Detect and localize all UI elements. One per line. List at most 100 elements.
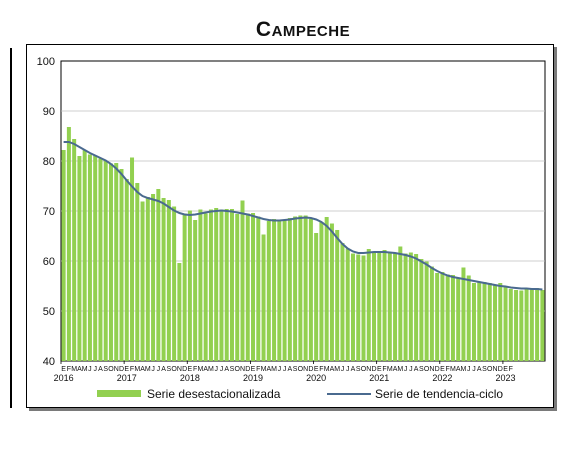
y-tick-label: 40 xyxy=(43,356,55,368)
x-tick-year: 2018 xyxy=(180,373,200,383)
x-tick-month: A xyxy=(393,366,398,373)
bar xyxy=(124,179,129,361)
bar xyxy=(524,288,529,361)
x-tick-month: M xyxy=(387,366,393,373)
bar xyxy=(245,213,250,361)
chart-title: Campeche xyxy=(255,18,351,41)
legend-label-bars: Serie desestacionalizada xyxy=(147,387,281,401)
x-tick-month: J xyxy=(157,366,161,373)
x-tick-month: M xyxy=(261,366,267,373)
x-tick-month: E xyxy=(314,366,319,373)
bar xyxy=(156,189,161,361)
bar xyxy=(487,283,492,361)
x-tick-month: A xyxy=(477,366,482,373)
bar xyxy=(324,217,329,361)
x-tick-month: A xyxy=(330,366,335,373)
bar xyxy=(198,209,203,361)
bar xyxy=(340,243,345,361)
y-tick-label: 100 xyxy=(37,56,55,68)
bar xyxy=(540,290,545,361)
bar xyxy=(403,253,408,361)
x-tick-month: S xyxy=(482,366,487,373)
bar xyxy=(151,194,156,361)
x-tick-month: J xyxy=(88,366,92,373)
bar xyxy=(108,163,113,361)
x-tick-month: O xyxy=(361,366,367,373)
bar xyxy=(182,213,187,361)
x-tick-month: N xyxy=(429,366,434,373)
chart-frame: 40 50 60 70 80 90 100 E 2016 F M A M J J A S O N D E 2017 F M A… xyxy=(26,44,554,408)
x-tick-year: 2022 xyxy=(432,373,452,383)
x-tick-month: M xyxy=(134,366,140,373)
x-tick-month: S xyxy=(356,366,361,373)
bar xyxy=(308,219,313,361)
left-border-line xyxy=(10,48,12,408)
bar xyxy=(208,209,213,361)
x-tick-month: M xyxy=(82,366,88,373)
bar xyxy=(87,154,92,361)
bar xyxy=(382,250,387,361)
x-tick-month: F xyxy=(256,366,260,373)
x-tick-month: N xyxy=(240,366,245,373)
legend: Serie desestacionalizada Serie de tenden… xyxy=(97,387,503,401)
bar xyxy=(429,266,434,361)
bar xyxy=(203,213,208,361)
x-tick-month: E xyxy=(188,366,193,373)
x-tick-month: F xyxy=(382,366,386,373)
bar-series xyxy=(61,127,545,361)
x-tick-month: M xyxy=(397,366,403,373)
x-tick-month: S xyxy=(230,366,235,373)
bar xyxy=(477,281,482,361)
bar xyxy=(166,200,171,361)
x-tick-month: D xyxy=(119,366,124,373)
x-tick-month: D xyxy=(182,366,187,373)
bar xyxy=(251,213,256,361)
x-tick-month: M xyxy=(461,366,467,373)
bar xyxy=(93,155,98,361)
bar xyxy=(103,160,108,361)
x-tick-month: A xyxy=(140,366,145,373)
x-tick-month: D xyxy=(498,366,503,373)
x-tick-month: M xyxy=(334,366,340,373)
x-tick-month: A xyxy=(98,366,103,373)
x-tick-month: E xyxy=(124,366,129,373)
bar xyxy=(456,278,461,361)
bar xyxy=(408,252,413,361)
x-tick-month: J xyxy=(214,366,218,373)
bar xyxy=(440,272,445,361)
x-tick-month: J xyxy=(467,366,471,373)
bar xyxy=(419,259,424,361)
y-tick-label: 60 xyxy=(43,256,55,268)
bar xyxy=(529,289,534,361)
bar xyxy=(514,290,519,361)
bar xyxy=(266,221,271,361)
bar xyxy=(72,139,77,361)
bar xyxy=(272,219,277,361)
bar xyxy=(377,251,382,361)
x-tick-month: E xyxy=(251,366,256,373)
bar xyxy=(214,208,219,361)
bar xyxy=(445,274,450,361)
x-tick-month: A xyxy=(224,366,229,373)
x-tick-month: S xyxy=(293,366,298,373)
y-tick-label: 80 xyxy=(43,156,55,168)
y-tick-label: 90 xyxy=(43,106,55,118)
bar xyxy=(461,267,466,361)
bar xyxy=(345,248,350,361)
bar xyxy=(329,223,334,361)
bar xyxy=(303,215,308,361)
bar xyxy=(435,273,440,361)
x-tick-month: M xyxy=(271,366,277,373)
x-tick-month: E xyxy=(377,366,382,373)
x-tick-month: J xyxy=(283,366,287,373)
x-tick-month: M xyxy=(197,366,203,373)
bar xyxy=(135,183,140,361)
bar xyxy=(366,249,371,361)
bar xyxy=(414,254,419,361)
x-tick-month: A xyxy=(414,366,419,373)
bar xyxy=(535,288,540,361)
trend-line xyxy=(63,141,543,291)
x-tick-month: F xyxy=(446,366,450,373)
bar xyxy=(282,219,287,361)
